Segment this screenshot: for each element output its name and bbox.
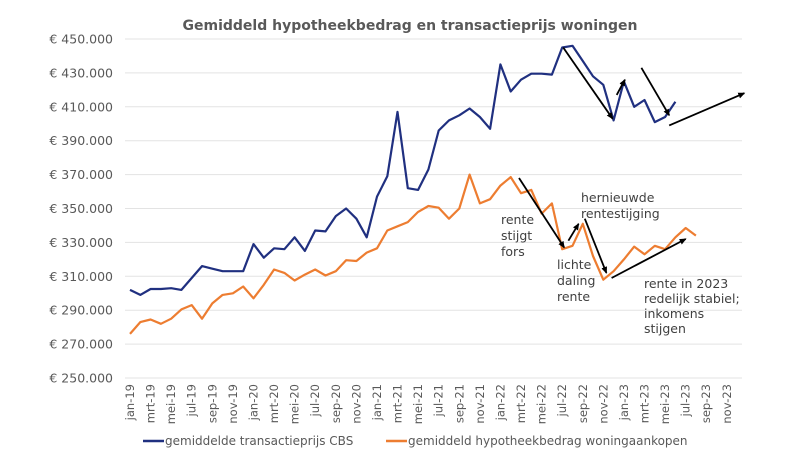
x-tick-label: jan-20 — [246, 384, 260, 421]
x-tick-label: mrt-19 — [144, 384, 158, 423]
annotation-arrows — [518, 46, 746, 279]
annotation-line: stijgen — [644, 321, 686, 336]
arrow-orange-down-sep22 — [583, 218, 608, 274]
y-tick-label: € 450.000 — [49, 32, 113, 47]
legend-label: gemiddeld hypotheekbedrag woningaankopen — [408, 434, 688, 448]
annotation-line: daling — [557, 273, 595, 288]
annotation-line: fors — [501, 244, 525, 259]
annotation-line: inkomens — [644, 306, 704, 321]
arrow-blue-trend-2023 — [668, 92, 746, 127]
x-tick-label: mei-22 — [535, 384, 549, 424]
x-tick-label: nov-19 — [226, 384, 240, 424]
x-axis: jan-19 mrt-19 mei-19 jul-19 sep-19 nov-19 jan-… — [123, 384, 734, 424]
legend-label: gemiddelde transactieprijs CBS — [165, 434, 353, 448]
x-tick-label: jan-22 — [493, 384, 507, 421]
x-tick-label: nov-22 — [596, 384, 610, 424]
annotation-line: hernieuwde — [581, 190, 655, 205]
y-tick-label: € 390.000 — [49, 133, 113, 148]
annotation-rente-stijgt: rente stijgt fors — [501, 212, 534, 259]
annotation-line: rentestijging — [581, 206, 660, 221]
y-tick-label: € 270.000 — [49, 337, 113, 352]
x-tick-label: mrt-22 — [514, 384, 528, 423]
grid-layer — [125, 38, 742, 379]
legend-item-hypotheekbedrag[interactable]: gemiddeld hypotheekbedrag woningaankopen — [386, 434, 688, 448]
x-tick-label: sep-21 — [452, 384, 466, 423]
y-tick-label: € 370.000 — [49, 167, 113, 182]
legend-item-transactieprijs[interactable]: gemiddelde transactieprijs CBS — [143, 434, 353, 448]
x-tick-label: nov-21 — [473, 384, 487, 424]
y-tick-label: € 330.000 — [49, 235, 113, 250]
x-tick-label: jul-21 — [432, 384, 446, 417]
y-tick-label: € 410.000 — [49, 99, 113, 114]
arrow-orange-down-2022 — [518, 177, 565, 249]
x-tick-label: jan-19 — [123, 384, 137, 421]
x-tick-label: jul-22 — [555, 384, 569, 417]
series-line-0 — [129, 44, 677, 296]
annotation-lichte-daling: lichte daling rente — [557, 257, 595, 304]
x-tick-label: mei-23 — [658, 384, 672, 424]
y-tick-label: € 250.000 — [49, 371, 113, 386]
chart-title: Gemiddeld hypotheekbedrag en transactiep… — [183, 18, 638, 34]
arrow-orange-trend-2023 — [611, 238, 687, 279]
annotation-hernieuwde-rentestijging: hernieuwde rentestijging — [581, 190, 660, 221]
y-tick-label: € 350.000 — [49, 201, 113, 216]
arrow-blue-down-2022 — [562, 46, 614, 120]
arrow-orange-up-jul22 — [567, 222, 580, 242]
x-tick-label: mrt-21 — [391, 384, 405, 423]
series-layer — [129, 44, 697, 335]
series-line-1 — [129, 173, 697, 335]
arrow-blue-down-2023 — [640, 67, 670, 117]
annotation-rente-2023: rente in 2023 redelijk stabiel; inkomens… — [644, 276, 740, 336]
x-tick-label: sep-22 — [576, 384, 590, 423]
arrow-blue-up-dec22 — [615, 78, 626, 96]
x-tick-label: mrt-20 — [267, 384, 281, 423]
annotation-line: redelijk stabiel; — [644, 291, 740, 306]
x-tick-label: jan-21 — [370, 384, 384, 421]
annotation-line: rente — [557, 289, 590, 304]
y-tick-label: € 430.000 — [49, 65, 113, 80]
annotation-line: stijgt — [501, 228, 532, 243]
x-tick-label: jul-19 — [185, 384, 199, 417]
x-tick-label: mei-21 — [411, 384, 425, 424]
x-tick-label: jul-23 — [679, 384, 693, 417]
y-tick-label: € 290.000 — [49, 303, 113, 318]
x-tick-label: nov-23 — [720, 384, 734, 424]
x-tick-label: jul-20 — [308, 384, 322, 417]
x-tick-label: sep-23 — [699, 384, 713, 423]
x-tick-label: nov-20 — [349, 384, 363, 424]
x-tick-label: jan-23 — [617, 384, 631, 421]
x-tick-label: mrt-23 — [638, 384, 652, 423]
y-axis: € 250.000 € 270.000 € 290.000 € 310.000 € 33… — [49, 32, 113, 386]
annotation-line: lichte — [557, 257, 592, 272]
y-tick-label: € 310.000 — [49, 269, 113, 284]
annotation-line: rente — [501, 212, 534, 227]
annotation-line: rente in 2023 — [644, 276, 728, 291]
x-tick-label: sep-19 — [205, 384, 219, 423]
legend: gemiddelde transactieprijs CBS gemiddeld… — [143, 434, 688, 448]
x-tick-label: mei-20 — [288, 384, 302, 424]
x-tick-label: mei-19 — [164, 384, 178, 424]
x-tick-label: sep-20 — [329, 384, 343, 423]
